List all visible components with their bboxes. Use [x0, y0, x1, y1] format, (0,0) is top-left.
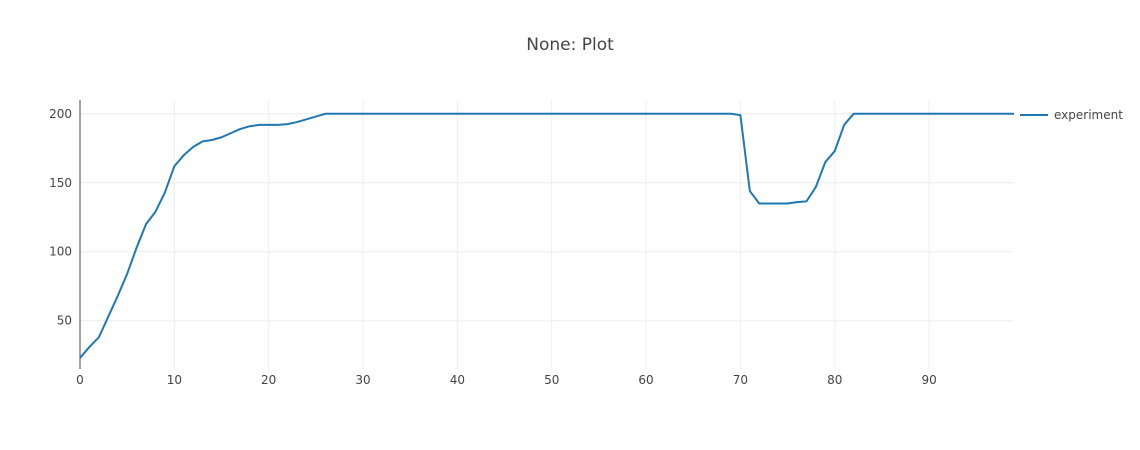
series-layer [79, 112, 1014, 359]
legend-label: experiment [1054, 108, 1123, 122]
tick-labels: 50 100 150 200 0 10 20 30 40 50 60 70 80 90 [49, 107, 937, 387]
x-tick-label: 50 [544, 373, 559, 387]
legend[interactable]: experiment [1020, 108, 1123, 122]
y-tick-label: 200 [49, 107, 72, 121]
x-tick-label: 10 [167, 373, 182, 387]
x-tick-label: 80 [827, 373, 842, 387]
x-tick-label: 60 [638, 373, 653, 387]
x-tick-label: 0 [76, 373, 84, 387]
y-tick-label: 150 [49, 176, 72, 190]
x-tick-label: 30 [355, 373, 370, 387]
x-tick-label: 90 [921, 373, 936, 387]
x-tick-label: 20 [261, 373, 276, 387]
y-tick-label: 100 [49, 245, 72, 259]
series-line-experiment [79, 112, 1014, 359]
grid [80, 100, 1014, 369]
x-tick-label: 40 [450, 373, 465, 387]
x-tick-label: 70 [733, 373, 748, 387]
y-tick-label: 50 [57, 314, 72, 328]
legend-item-experiment[interactable]: experiment [1020, 108, 1123, 122]
chart-title: None: Plot [526, 35, 614, 55]
